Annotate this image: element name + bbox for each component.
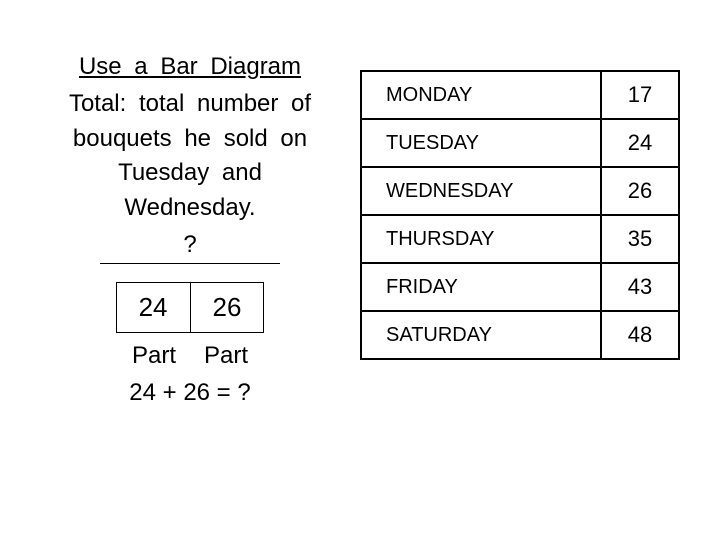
table-row: THURSDAY 35 <box>361 215 679 263</box>
right-panel: MONDAY 17 TUESDAY 24 WEDNESDAY 26 THURSD… <box>360 50 690 411</box>
day-cell: THURSDAY <box>361 215 601 263</box>
value-cell: 26 <box>601 167 679 215</box>
part-label-left: Part <box>132 339 176 374</box>
data-table: MONDAY 17 TUESDAY 24 WEDNESDAY 26 THURSD… <box>360 70 680 360</box>
table-row: SATURDAY 48 <box>361 311 679 359</box>
value-cell: 24 <box>601 119 679 167</box>
day-cell: FRIDAY <box>361 263 601 311</box>
title-text: Use a Bar Diagram <box>79 53 301 80</box>
day-cell: WEDNESDAY <box>361 167 601 215</box>
underline-rule <box>100 263 280 264</box>
day-cell: MONDAY <box>361 71 601 119</box>
desc-line-1: Total: total number of <box>40 87 340 122</box>
equation: 24 + 26 = ? <box>40 376 340 411</box>
question-mark: ? <box>40 228 340 263</box>
value-cell: 48 <box>601 311 679 359</box>
value-cell: 43 <box>601 263 679 311</box>
bar-cell-left: 24 <box>116 282 190 333</box>
table-row: WEDNESDAY 26 <box>361 167 679 215</box>
desc-line-2: bouquets he sold on <box>40 122 340 157</box>
desc-line-3: Tuesday and <box>40 156 340 191</box>
value-cell: 35 <box>601 215 679 263</box>
table-row: TUESDAY 24 <box>361 119 679 167</box>
desc-line-4: Wednesday. <box>40 191 340 226</box>
parts-labels: Part Part <box>40 339 340 374</box>
table-row: MONDAY 17 <box>361 71 679 119</box>
table-row: FRIDAY 43 <box>361 263 679 311</box>
day-cell: TUESDAY <box>361 119 601 167</box>
part-label-right: Part <box>204 339 248 374</box>
value-cell: 17 <box>601 71 679 119</box>
bar-diagram: 24 26 <box>116 282 265 334</box>
title: Use a Bar Diagram <box>40 50 340 85</box>
day-cell: SATURDAY <box>361 311 601 359</box>
bar-cell-right: 26 <box>190 282 264 333</box>
left-panel: Use a Bar Diagram Total: total number of… <box>40 50 340 411</box>
